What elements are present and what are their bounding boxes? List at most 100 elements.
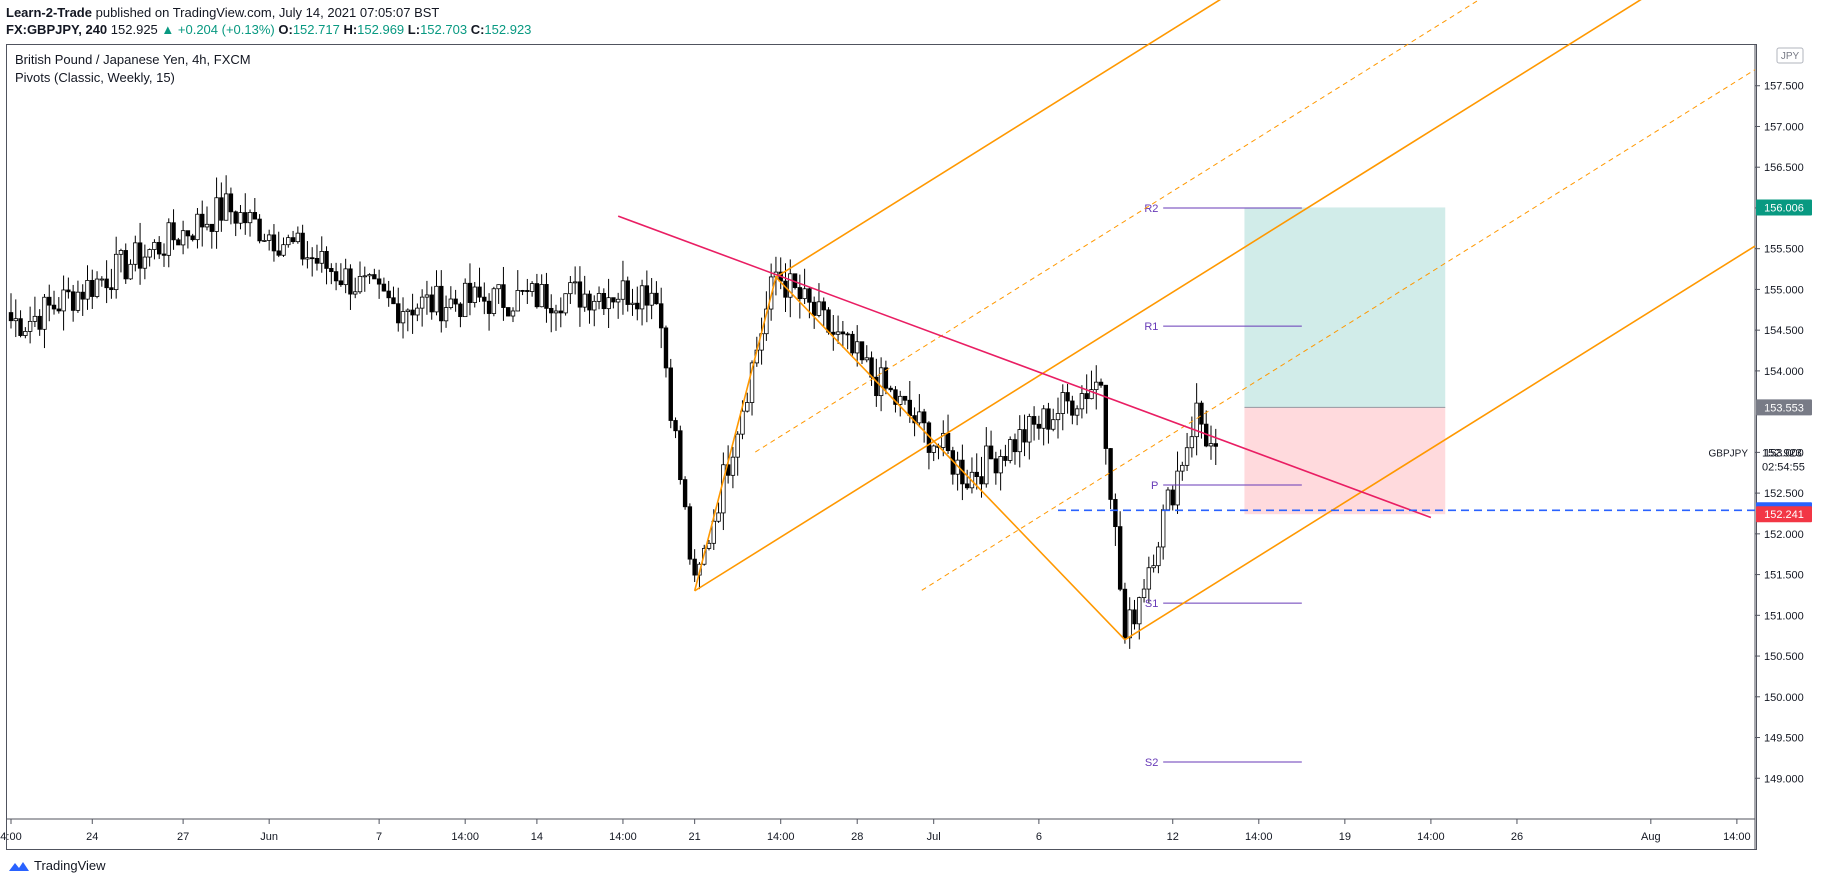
candle-body — [1113, 499, 1118, 528]
candle-body — [128, 263, 133, 280]
candle-body — [673, 420, 678, 432]
candle-body — [692, 558, 697, 576]
open-value: 152.717 — [292, 22, 340, 37]
pitchfork-upper-tine[interactable] — [775, 0, 1755, 278]
candle-body — [238, 212, 243, 224]
candle-body — [18, 318, 23, 336]
candle-body — [290, 237, 296, 243]
candle-body — [90, 280, 95, 297]
currency-badge[interactable] — [1776, 47, 1804, 64]
candle-body — [42, 296, 47, 330]
candle-body — [37, 315, 42, 330]
candle-body — [1055, 413, 1061, 421]
candle-body — [826, 309, 831, 333]
candle-body — [434, 285, 439, 313]
price-tick-label: 156.500 — [1764, 162, 1804, 174]
candle-body — [1041, 408, 1046, 429]
price-badge-target[interactable] — [1756, 199, 1812, 216]
candle-body — [161, 253, 167, 256]
candle-body — [171, 222, 176, 241]
candle-body — [902, 395, 908, 401]
candle-body — [448, 298, 454, 308]
time-tick-label: 24 — [86, 831, 98, 843]
pitchfork-lower-tine[interactable] — [1124, 245, 1756, 641]
chart-pane[interactable] — [6, 44, 1757, 850]
pivot-label-r1: R1 — [1144, 321, 1158, 333]
pitchfork-handle[interactable] — [693, 275, 1126, 641]
chart-legend-title[interactable]: British Pound / Japanese Yen, 4h, FXCM — [15, 52, 251, 67]
indicator-legend[interactable]: Pivots (Classic, Weekly, 15) — [15, 70, 175, 85]
symbol-label[interactable]: FX:GBPJPY, 240 — [6, 22, 108, 37]
target-zone[interactable] — [1244, 207, 1446, 408]
candle-body — [462, 282, 468, 318]
candle-body — [721, 464, 726, 514]
time-tick-label: 4:00 — [0, 831, 21, 843]
time-tick-label: 14:00 — [451, 831, 479, 843]
price-tick-label: 154.500 — [1764, 325, 1804, 337]
time-tick-label: 27 — [177, 831, 189, 843]
candle-body — [286, 237, 291, 246]
candle-body — [1074, 408, 1080, 416]
candle-body — [467, 282, 473, 303]
candle-body — [558, 310, 563, 314]
candle-body — [214, 197, 219, 232]
descending-trendline[interactable] — [617, 215, 1432, 519]
candle-body — [816, 301, 822, 316]
candle-body — [615, 298, 621, 303]
candle-body — [749, 362, 755, 403]
candle-body — [525, 290, 530, 292]
symbol-line: FX:GBPJPY, 240 152.925 ▲ +0.204 (+0.13%)… — [6, 22, 531, 37]
candle-body — [357, 275, 363, 293]
price-badge-stop[interactable] — [1756, 506, 1812, 523]
candle-body — [1170, 489, 1175, 506]
candle-body — [1117, 526, 1123, 590]
low-label: L: — [407, 22, 421, 37]
candle-body — [993, 458, 999, 474]
candle-body — [1199, 402, 1204, 425]
price-tick-label: 154.000 — [1764, 366, 1804, 378]
candle-body — [324, 251, 329, 269]
candle-body — [1151, 565, 1156, 569]
price-badge-entry[interactable] — [1756, 399, 1812, 416]
candle-body — [510, 310, 516, 317]
candle-body — [166, 222, 171, 256]
price-tick-label: 151.000 — [1764, 610, 1804, 622]
candle-body — [974, 471, 979, 478]
candle-body — [353, 291, 358, 295]
candle-body — [386, 290, 391, 299]
candle-body — [635, 302, 640, 310]
footer-brand: TradingView — [34, 858, 106, 873]
candle-body — [295, 232, 301, 243]
candle-body — [606, 297, 611, 310]
pitchfork-lower-median-dashed[interactable] — [921, 69, 1756, 591]
bar-countdown: 02:54:55 — [1762, 462, 1805, 474]
candle-body — [381, 283, 387, 292]
candle-body — [266, 234, 272, 241]
time-tick-label: 14:00 — [767, 831, 795, 843]
candle-body — [549, 307, 554, 314]
candle-body — [133, 242, 138, 265]
candle-body — [1060, 392, 1065, 414]
tradingview-footer[interactable]: TradingView — [8, 858, 106, 873]
publisher-name[interactable]: Learn-2-Trade — [6, 5, 92, 20]
stop-zone[interactable] — [1244, 407, 1446, 515]
candle-body — [730, 456, 736, 476]
pitchfork-upper-median-dashed[interactable] — [755, 0, 1755, 453]
low-value: 152.703 — [420, 22, 468, 37]
price-tick-label: 155.500 — [1764, 244, 1804, 256]
pitchfork-mid-tine[interactable] — [694, 0, 1755, 592]
pivot-label-s1: S1 — [1145, 598, 1158, 610]
price-tick-label: 149.000 — [1764, 773, 1804, 785]
candle-body — [1132, 609, 1137, 625]
time-tick-label: 6 — [1036, 831, 1042, 843]
candle-body — [458, 303, 463, 318]
candle-body — [252, 212, 258, 220]
price-tick-label: 152.500 — [1764, 488, 1804, 500]
candle-body — [195, 213, 200, 241]
candle-body — [367, 274, 372, 277]
close-value: 152.923 — [484, 22, 532, 37]
candle-body — [596, 293, 602, 302]
candle-body — [907, 399, 912, 417]
candle-body — [529, 283, 535, 292]
